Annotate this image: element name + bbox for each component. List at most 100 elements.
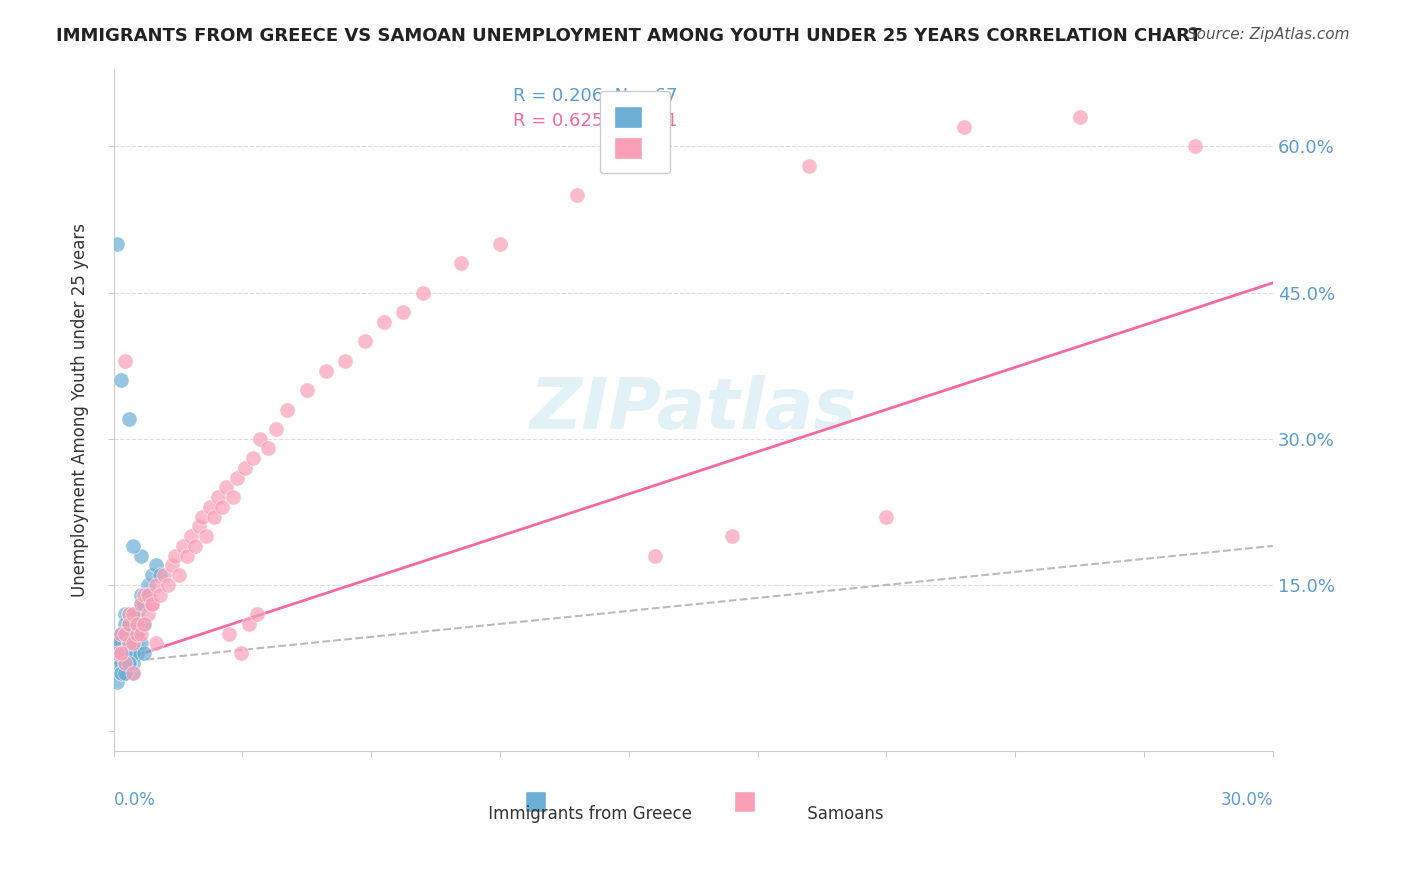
Point	[114, 665, 136, 680]
Point	[121, 636, 143, 650]
Point	[118, 607, 141, 621]
Point	[264, 422, 287, 436]
Point	[952, 120, 974, 134]
Point	[114, 656, 136, 670]
Point	[110, 636, 132, 650]
Point	[125, 646, 148, 660]
Point	[160, 558, 183, 573]
Text: Samoans: Samoans	[780, 805, 883, 823]
Point	[114, 607, 136, 621]
Point	[145, 558, 167, 573]
Point	[114, 646, 136, 660]
Point	[107, 675, 129, 690]
Point	[118, 636, 141, 650]
Point	[129, 598, 152, 612]
Point	[107, 636, 129, 650]
Point	[567, 188, 589, 202]
Point	[118, 636, 141, 650]
Point	[107, 646, 129, 660]
Point	[121, 607, 143, 621]
Point	[187, 519, 209, 533]
Point	[118, 636, 141, 650]
Point	[121, 646, 143, 660]
Point	[720, 529, 742, 543]
Text: IMMIGRANTS FROM GREECE VS SAMOAN UNEMPLOYMENT AMONG YOUTH UNDER 25 YEARS CORRELA: IMMIGRANTS FROM GREECE VS SAMOAN UNEMPLO…	[56, 27, 1202, 45]
Point	[198, 500, 221, 514]
Point	[114, 626, 136, 640]
Text: 0.0%: 0.0%	[114, 791, 156, 809]
Point	[136, 588, 159, 602]
Point	[233, 461, 256, 475]
Point	[129, 626, 152, 640]
Point	[167, 568, 190, 582]
Point	[249, 432, 271, 446]
Point	[392, 305, 415, 319]
Point	[134, 598, 156, 612]
Point	[121, 646, 143, 660]
Point	[118, 616, 141, 631]
Point	[211, 500, 233, 514]
Point	[114, 646, 136, 660]
Point	[134, 616, 156, 631]
Point	[335, 353, 357, 368]
Point	[114, 626, 136, 640]
Point	[222, 490, 245, 504]
Point	[136, 607, 159, 621]
Point	[134, 646, 156, 660]
Point	[353, 334, 375, 349]
Point	[129, 588, 152, 602]
Point	[110, 646, 132, 660]
Point	[136, 588, 159, 602]
Point	[149, 588, 172, 602]
Point	[129, 636, 152, 650]
FancyBboxPatch shape	[734, 791, 755, 812]
Point	[118, 616, 141, 631]
Point	[797, 159, 820, 173]
Point	[242, 451, 264, 466]
Point	[218, 626, 240, 640]
Point	[110, 646, 132, 660]
Point	[315, 363, 337, 377]
Point	[110, 665, 132, 680]
Point	[121, 539, 143, 553]
Point	[114, 646, 136, 660]
Point	[110, 626, 132, 640]
Point	[373, 315, 395, 329]
Point	[136, 578, 159, 592]
Text: Immigrants from Greece: Immigrants from Greece	[463, 805, 692, 823]
Point	[121, 636, 143, 650]
Point	[107, 646, 129, 660]
Point	[121, 646, 143, 660]
Point	[129, 598, 152, 612]
Point	[125, 626, 148, 640]
Point	[121, 646, 143, 660]
Point	[114, 646, 136, 660]
Point	[125, 616, 148, 631]
Text: R = 0.206  N = 67: R = 0.206 N = 67	[513, 87, 678, 104]
Point	[110, 665, 132, 680]
Point	[114, 353, 136, 368]
Point	[176, 549, 198, 563]
Point	[118, 656, 141, 670]
Point	[114, 646, 136, 660]
Point	[118, 607, 141, 621]
Point	[195, 529, 218, 543]
Point	[238, 616, 260, 631]
Point	[172, 539, 194, 553]
Point	[134, 588, 156, 602]
Point	[1184, 139, 1206, 153]
Point	[110, 656, 132, 670]
Text: R = 0.625  N = 71: R = 0.625 N = 71	[513, 112, 678, 130]
Point	[145, 636, 167, 650]
Point	[149, 568, 172, 582]
Point	[107, 236, 129, 251]
Point	[145, 578, 167, 592]
Point	[141, 598, 163, 612]
Point	[134, 616, 156, 631]
Point	[207, 490, 229, 504]
Point	[875, 509, 897, 524]
Point	[183, 539, 205, 553]
Text: 30.0%: 30.0%	[1220, 791, 1272, 809]
Point	[141, 598, 163, 612]
Point	[295, 383, 318, 397]
